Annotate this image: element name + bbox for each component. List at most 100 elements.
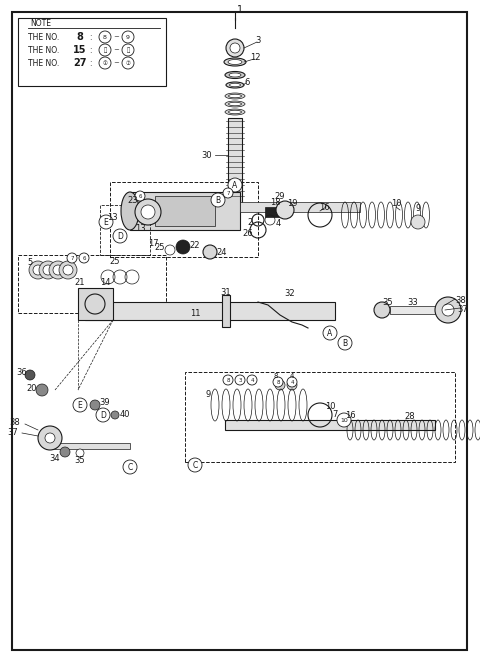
- Circle shape: [39, 261, 57, 279]
- Text: 27: 27: [73, 58, 87, 68]
- Circle shape: [442, 304, 454, 316]
- Circle shape: [33, 265, 43, 275]
- Text: 4: 4: [276, 218, 281, 228]
- Bar: [18, 255, 166, 313]
- Circle shape: [287, 377, 297, 387]
- Bar: [50, 443, 130, 449]
- Ellipse shape: [225, 71, 245, 79]
- Circle shape: [273, 377, 283, 387]
- Ellipse shape: [224, 58, 246, 66]
- Circle shape: [223, 375, 233, 385]
- Text: 7: 7: [226, 191, 230, 195]
- Ellipse shape: [121, 192, 139, 230]
- Circle shape: [99, 57, 111, 69]
- Bar: [265, 207, 279, 217]
- Circle shape: [43, 265, 53, 275]
- Text: 6: 6: [138, 193, 142, 199]
- Circle shape: [25, 370, 35, 380]
- Circle shape: [99, 31, 111, 43]
- Text: 38: 38: [9, 418, 20, 426]
- Circle shape: [411, 215, 425, 229]
- Text: 4: 4: [290, 373, 294, 379]
- Ellipse shape: [229, 83, 240, 87]
- Text: 39: 39: [100, 397, 110, 406]
- Text: 28: 28: [405, 412, 415, 420]
- Text: 4: 4: [290, 379, 294, 385]
- Circle shape: [76, 449, 84, 457]
- Text: 13: 13: [107, 213, 117, 222]
- Text: 11: 11: [190, 308, 200, 318]
- Bar: [228, 118, 242, 203]
- Text: 8: 8: [226, 377, 230, 383]
- Text: 36: 36: [17, 367, 27, 377]
- Text: ~: ~: [113, 47, 119, 53]
- Circle shape: [223, 188, 233, 198]
- Text: 16: 16: [345, 410, 355, 420]
- Text: 8: 8: [276, 379, 280, 385]
- Text: ⑦: ⑦: [126, 60, 131, 66]
- Text: 20: 20: [27, 383, 37, 393]
- Text: B: B: [216, 195, 221, 205]
- Bar: [155, 196, 215, 226]
- Text: 3: 3: [238, 377, 242, 383]
- Text: 37: 37: [457, 305, 468, 314]
- Text: 5: 5: [27, 258, 33, 267]
- Text: 17: 17: [148, 238, 158, 248]
- Circle shape: [73, 398, 87, 412]
- Circle shape: [235, 375, 245, 385]
- Circle shape: [113, 229, 127, 243]
- Text: B: B: [342, 338, 348, 348]
- Text: 8: 8: [103, 34, 107, 40]
- Circle shape: [45, 433, 55, 443]
- Text: ⑫: ⑫: [126, 47, 130, 53]
- Ellipse shape: [228, 94, 241, 98]
- Text: 18: 18: [270, 197, 280, 207]
- Text: 35: 35: [75, 455, 85, 465]
- Circle shape: [38, 426, 62, 450]
- Text: 38: 38: [456, 295, 467, 305]
- Circle shape: [135, 199, 161, 225]
- Ellipse shape: [225, 109, 245, 115]
- Circle shape: [275, 380, 285, 390]
- Circle shape: [276, 201, 294, 219]
- Circle shape: [211, 193, 225, 207]
- Circle shape: [323, 326, 337, 340]
- Text: 14: 14: [100, 277, 110, 287]
- Ellipse shape: [228, 111, 241, 114]
- Circle shape: [374, 302, 390, 318]
- Text: ⑪: ⑪: [103, 47, 107, 53]
- Text: 37: 37: [7, 428, 18, 436]
- Text: 30: 30: [202, 150, 212, 160]
- Text: 10: 10: [340, 418, 348, 422]
- Circle shape: [122, 31, 134, 43]
- Circle shape: [53, 265, 63, 275]
- Ellipse shape: [226, 82, 244, 88]
- Bar: [130, 192, 240, 230]
- Text: 7: 7: [70, 256, 74, 261]
- Text: 16: 16: [319, 203, 329, 211]
- Text: A: A: [232, 181, 238, 189]
- Ellipse shape: [229, 73, 241, 77]
- Text: 34: 34: [50, 453, 60, 463]
- Circle shape: [123, 460, 137, 474]
- Circle shape: [230, 43, 240, 53]
- Circle shape: [247, 375, 257, 385]
- Text: THE NO.: THE NO.: [28, 58, 59, 68]
- Text: 6: 6: [82, 256, 86, 261]
- Text: 29: 29: [275, 191, 285, 201]
- Text: 15: 15: [73, 45, 87, 55]
- Text: 26: 26: [243, 228, 253, 238]
- Text: ①: ①: [103, 60, 108, 66]
- Bar: [390, 306, 450, 314]
- Text: THE NO.: THE NO.: [28, 46, 59, 54]
- Text: ~: ~: [113, 60, 119, 66]
- Circle shape: [122, 57, 134, 69]
- Text: 4: 4: [250, 377, 254, 383]
- Circle shape: [36, 384, 48, 396]
- Bar: [185, 372, 455, 462]
- Text: 35: 35: [383, 297, 393, 307]
- Ellipse shape: [228, 102, 241, 106]
- Text: 12: 12: [250, 52, 260, 62]
- Text: D: D: [100, 410, 106, 420]
- Text: D: D: [117, 232, 123, 240]
